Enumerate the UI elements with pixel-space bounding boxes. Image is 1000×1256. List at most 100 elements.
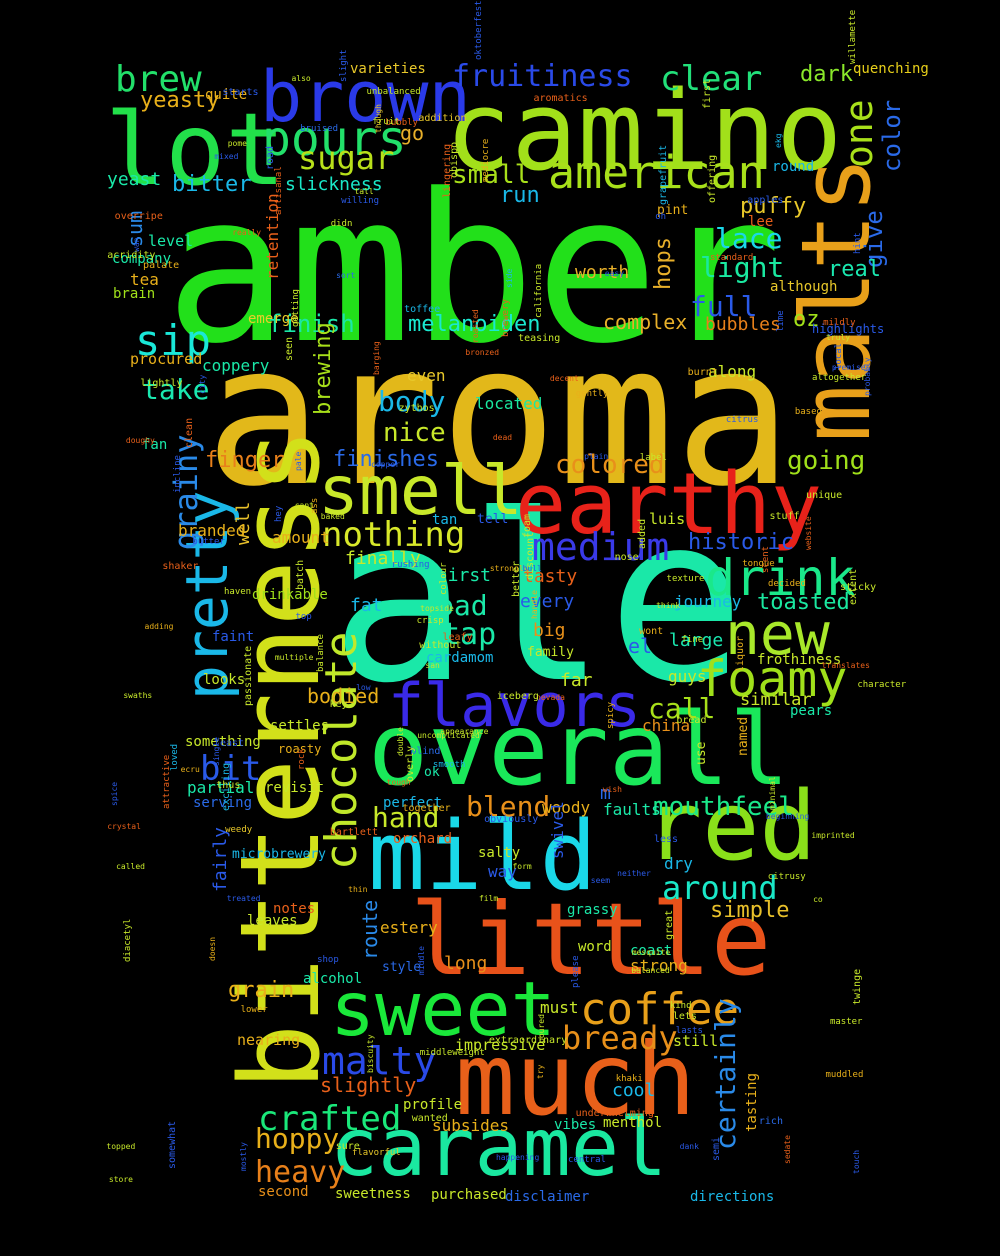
word-adding: adding — [144, 622, 174, 632]
word-hops: hops — [651, 237, 676, 290]
word-full: full — [690, 290, 758, 323]
word-translates: translates — [821, 661, 870, 671]
word-multiple: multiple — [274, 653, 314, 663]
word-camino: camino — [445, 67, 843, 195]
word-pint: pint — [657, 203, 689, 218]
word-historic: historic — [688, 530, 794, 555]
word-cool: cool — [612, 1080, 656, 1101]
word-bronzed: bronzed — [465, 348, 500, 358]
word-twinge: twinge — [852, 968, 864, 1005]
word-crafted: crafted — [258, 1099, 402, 1139]
word-central: central — [567, 1155, 606, 1166]
word-salty: salty — [478, 845, 521, 861]
word-microbrewery: microbrewery — [232, 847, 326, 862]
word-topped: topped — [106, 1141, 136, 1151]
word-woody: woody — [542, 798, 591, 817]
word-shaker: shaker — [162, 560, 199, 572]
word-spicy: spicy — [606, 701, 617, 729]
word-red: red — [645, 772, 817, 882]
word-swaths: swaths — [123, 691, 153, 701]
word-nose: nose — [614, 552, 639, 564]
word-willing: willing — [341, 195, 380, 206]
word-pale: pale — [294, 451, 304, 471]
word-bread: bread — [676, 715, 707, 727]
word-cant: cant — [294, 501, 314, 511]
word-light: light — [700, 251, 785, 284]
word-weedy: weedy — [225, 825, 253, 836]
word-amber: amber — [165, 151, 783, 389]
word-nevada: nevada — [536, 693, 565, 703]
word-texture: texture — [666, 573, 705, 584]
word-slight: slight — [339, 49, 350, 82]
word-thirst: thirst — [426, 565, 492, 586]
word-form: form — [512, 862, 532, 872]
word-sort: sort — [336, 271, 356, 281]
word-passionate: passionate — [243, 645, 255, 706]
word-flavorful: flavorful — [351, 1147, 401, 1158]
word-oz: oz — [793, 307, 820, 332]
word-little: little — [410, 881, 772, 998]
word-addition: addition — [418, 113, 467, 125]
word-butter: butter — [192, 536, 225, 547]
word-grassy: grassy — [567, 902, 618, 918]
word-ok: ok — [424, 765, 440, 780]
word-amount: amount — [272, 528, 330, 547]
word-perfect: perfect — [383, 795, 443, 811]
word-bit: bit — [200, 749, 262, 789]
word-based: based — [794, 407, 822, 418]
word-tell: tell — [477, 512, 509, 527]
word-second: second — [258, 1184, 309, 1200]
word-along: along — [708, 362, 757, 381]
word-lot: lot — [105, 91, 286, 208]
word-flavors: flavors — [388, 671, 641, 741]
word-medium: medium — [532, 525, 670, 569]
word-oh: oh — [655, 211, 667, 222]
word-similar: similar — [740, 690, 812, 710]
word-mouthfeel: mouthfeel — [653, 792, 794, 822]
word-bubbles: bubbles — [705, 314, 781, 335]
word-film: film — [478, 893, 499, 903]
word-call: call — [648, 692, 716, 725]
word-brew: brew — [115, 59, 202, 100]
word-going: going — [787, 446, 866, 476]
word-tea: tea — [130, 270, 159, 289]
word-pome: pome — [227, 139, 247, 149]
word-around: around — [662, 869, 778, 907]
word-better: better — [511, 561, 523, 598]
word-smell: smell — [318, 452, 523, 531]
word-cardamom: cardamom — [426, 650, 494, 666]
word-key: key — [329, 699, 348, 711]
word-partial: partial — [187, 778, 255, 797]
word-coppery: coppery — [202, 356, 270, 375]
word-low: low — [356, 682, 371, 692]
word-notes: notes — [273, 901, 316, 917]
word-tasty: tasty — [523, 566, 578, 587]
word-bready: bready — [562, 1019, 678, 1057]
word-copper: copper — [371, 459, 400, 469]
word-style: style — [382, 960, 422, 975]
word-located: located — [475, 394, 543, 413]
word-incline: incline — [172, 455, 183, 494]
word-mediocre: mediocre — [481, 138, 492, 183]
word-journey: journey — [674, 592, 742, 611]
word-gently: gently — [575, 389, 609, 400]
word-lightly: lightly — [140, 377, 183, 389]
word-seem: seem — [590, 876, 611, 886]
word-minimal: minimal — [768, 775, 778, 810]
word-puffy: puffy — [740, 194, 807, 219]
word-hand: hand — [372, 801, 440, 834]
word-use: use — [694, 741, 709, 765]
word-imprinted: imprinted — [811, 830, 855, 840]
word-round: round — [772, 159, 815, 175]
word-bartlett: bartlett — [329, 827, 378, 839]
word-profile: profile — [403, 1097, 463, 1113]
word-new: new — [725, 600, 830, 668]
word-topside: topside — [420, 603, 454, 613]
word-revisit: revisit — [265, 780, 325, 796]
word-fine: fine — [681, 634, 704, 645]
word-artisanal: artisanal — [274, 166, 285, 216]
word-master: master — [829, 1016, 863, 1027]
word-overripe: overripe — [114, 211, 163, 223]
word-luis: luis — [649, 510, 686, 528]
